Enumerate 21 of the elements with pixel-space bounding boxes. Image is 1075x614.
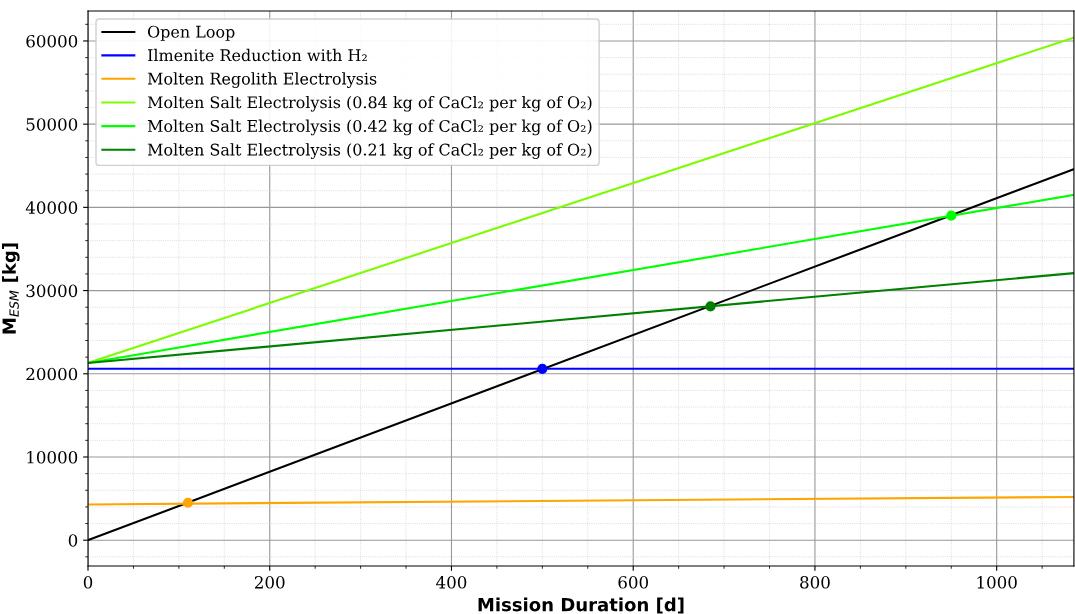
x-tick-label: 0 — [83, 576, 93, 589]
y-tick-label: 40000 — [25, 201, 78, 214]
x-axis-title: Mission Duration [d] — [478, 597, 684, 614]
legend-label: Molten Salt Electrolysis (0.42 kg of CaCl₂ per kg of O₂) — [147, 119, 592, 136]
legend-label: Molten Regolith Electrolysis — [147, 72, 377, 88]
x-tick-label: 200 — [254, 576, 285, 589]
y-axis-title: M$_{ESM}$ [kg] — [2, 243, 20, 334]
y-tick-label: 50000 — [26, 118, 78, 131]
y-tick-label: 10000 — [27, 450, 78, 464]
y-tick-label: 30000 — [26, 284, 78, 298]
y-tick-label: 60000 — [26, 34, 78, 48]
legend-label: Molten Salt Electrolysis (0.84 kg of CaCl₂ per kg of O₂) — [147, 95, 592, 112]
x-tick-label: 600 — [618, 576, 649, 589]
x-tick-label: 800 — [800, 576, 830, 589]
legend-label: Ilmenite Reduction with H₂ — [147, 48, 367, 62]
x-tick-label: 1000 — [977, 576, 1017, 589]
x-tick-label: 400 — [436, 576, 467, 589]
y-tick-label: 20000 — [26, 367, 78, 381]
y-tick-label: 0 — [68, 534, 78, 547]
legend-label: Open Loop — [147, 25, 235, 41]
legend-label: Molten Salt Electrolysis (0.21 kg of CaCl₂ per kg of O₂) — [147, 143, 592, 159]
